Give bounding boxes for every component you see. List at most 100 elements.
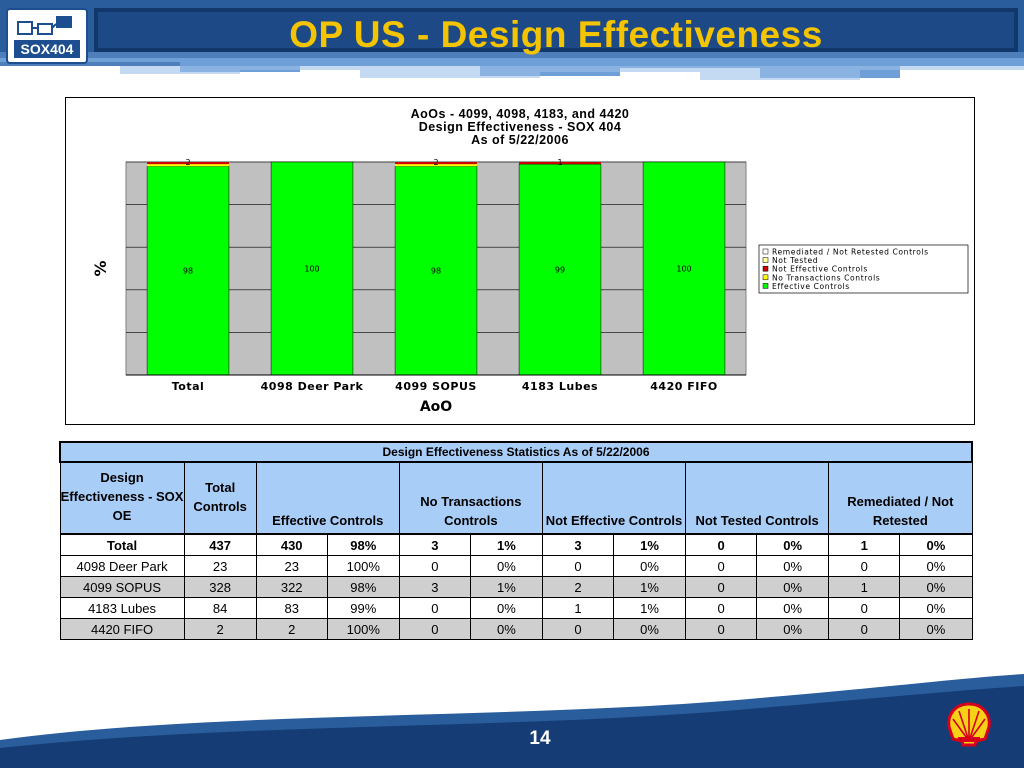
table-row: 4420 FIFO 2 2 100% 0 0% 0 0% 0 0% 0 0%	[59, 618, 973, 640]
header-aoo: Design Effectiveness - SOX OE	[59, 461, 185, 535]
bar-not-effective-controls	[147, 162, 229, 165]
x-tick-label: Total	[172, 380, 205, 393]
cell-effective-count: 430	[255, 533, 328, 556]
header-not-effective-controls: Not Effective Controls	[541, 461, 687, 535]
header-not-tested-controls: Not Tested Controls	[685, 461, 830, 535]
bar-value-label: 100	[304, 265, 319, 274]
legend-entry: No Transactions Controls	[772, 273, 880, 282]
legend-entry: Not Effective Controls	[772, 265, 868, 274]
header-no-transactions-controls: No Transactions Controls	[398, 461, 543, 535]
shell-logo-icon	[947, 702, 991, 747]
cell-no-trans-pct: 0%	[469, 618, 543, 640]
bar-value-label: 98	[431, 267, 441, 276]
cell-total-controls: 2	[183, 618, 257, 640]
bar-effective-controls	[394, 166, 478, 376]
cell-not-tested-pct: 0%	[756, 618, 830, 640]
cell-no-trans-pct: 1%	[469, 533, 543, 556]
header-total-controls: Total Controls	[183, 461, 257, 535]
table-header-row: Design Effectiveness - SOX OE Total Cont…	[59, 461, 973, 535]
bar-effective-controls	[270, 161, 354, 376]
chart-frame: AoOs - 4099, 4098, 4183, and 4420 Design…	[65, 97, 975, 425]
cell-not-tested-count: 0	[685, 597, 758, 619]
cell-total-controls: 437	[183, 533, 257, 556]
cell-not-effective-pct: 1%	[612, 597, 687, 619]
cell-not-effective-pct: 1%	[612, 533, 687, 556]
bar-effective-controls	[146, 166, 230, 376]
cell-total-controls: 328	[183, 576, 257, 598]
x-tick-label: 4099 SOPUS	[395, 380, 477, 393]
legend-entry: Effective Controls	[772, 282, 850, 291]
cell-aoo: 4183 Lubes	[59, 597, 185, 619]
cell-no-trans-count: 3	[398, 576, 471, 598]
bar-value-label: 100	[676, 265, 691, 274]
cell-remediated-count: 0	[828, 555, 901, 577]
cell-no-trans-count: 3	[398, 533, 471, 556]
chart-title-line-3: As of 5/22/2006	[471, 133, 569, 147]
cell-total-controls: 23	[183, 555, 257, 577]
bar-value-label: 98	[183, 267, 193, 276]
table-title-row: Design Effectiveness Statistics As of 5/…	[59, 441, 973, 463]
header-band	[0, 0, 1024, 80]
x-tick-label: 4098 Deer Park	[261, 380, 364, 393]
table-title: Design Effectiveness Statistics As of 5/…	[59, 441, 973, 463]
legend-entry: Not Tested	[772, 256, 818, 265]
x-tick-label: 4420 FIFO	[650, 380, 717, 393]
bar-no-transactions-controls	[395, 164, 477, 167]
table-body: Total 437 430 98% 3 1% 3 1% 0 0% 1 0% 4098 Deer Park…	[59, 533, 973, 640]
cell-not-effective-count: 0	[541, 618, 614, 640]
cell-remediated-pct: 0%	[899, 597, 973, 619]
cell-not-effective-count: 1	[541, 597, 614, 619]
cell-aoo: 4420 FIFO	[59, 618, 185, 640]
cell-not-effective-pct: 1%	[612, 576, 687, 598]
x-axis-title: AoO	[420, 399, 452, 415]
cell-not-tested-count: 0	[685, 533, 758, 556]
table-row: 4098 Deer Park 23 23 100% 0 0% 0 0% 0 0% 0 0%	[59, 555, 973, 577]
cell-remediated-pct: 0%	[899, 533, 973, 556]
bar-not-effective-controls	[519, 162, 601, 165]
cell-effective-pct: 100%	[326, 618, 400, 640]
cell-remediated-pct: 0%	[899, 618, 973, 640]
cell-not-tested-count: 0	[685, 576, 758, 598]
bar-top-label: 1	[557, 158, 562, 167]
stacked-bar-chart: 98 2 Total 100 4098 Deer Park 98 2 4099 SOPUS 99…	[91, 158, 969, 415]
cell-not-tested-pct: 0%	[756, 597, 830, 619]
cell-no-trans-count: 0	[398, 618, 471, 640]
bar-no-transactions-controls	[147, 164, 229, 167]
cell-no-trans-pct: 0%	[469, 597, 543, 619]
cell-effective-pct: 99%	[326, 597, 400, 619]
cell-not-effective-count: 0	[541, 555, 614, 577]
cell-effective-count: 83	[255, 597, 328, 619]
legend-swatch	[762, 248, 769, 255]
legend-box	[758, 244, 969, 294]
cell-remediated-count: 0	[828, 597, 901, 619]
cell-not-effective-pct: 0%	[612, 555, 687, 577]
cell-effective-count: 23	[255, 555, 328, 577]
bar-top-label: 2	[433, 158, 438, 167]
cell-remediated-count: 1	[828, 576, 901, 598]
sox404-logo: SOX404	[6, 8, 88, 64]
table-total-row: Total 437 430 98% 3 1% 3 1% 0 0% 1 0%	[59, 533, 973, 556]
cell-not-effective-count: 2	[541, 576, 614, 598]
table-row: 4099 SOPUS 328 322 98% 3 1% 2 1% 0 0% 1 0%	[59, 576, 973, 598]
cell-not-tested-count: 0	[685, 555, 758, 577]
sox404-logo-icon	[17, 16, 72, 35]
bar-value-label: 99	[555, 266, 565, 275]
cell-effective-pct: 98%	[326, 576, 400, 598]
slide-title: OP US - Design Effectiveness	[289, 14, 823, 55]
cell-not-effective-pct: 0%	[612, 618, 687, 640]
header-effective-controls: Effective Controls	[255, 461, 400, 535]
legend-swatch	[762, 283, 769, 289]
cell-effective-count: 322	[255, 576, 328, 598]
cell-effective-pct: 98%	[326, 533, 400, 556]
cell-remediated-pct: 0%	[899, 555, 973, 577]
bar-not-effective-controls	[395, 162, 477, 165]
logo-text: SOX404	[14, 40, 80, 58]
cell-remediated-count: 1	[828, 533, 901, 556]
cell-effective-count: 2	[255, 618, 328, 640]
cell-effective-pct: 100%	[326, 555, 400, 577]
cell-no-trans-count: 0	[398, 555, 471, 577]
chart-title-line-2: Design Effectiveness - SOX 404	[418, 120, 622, 134]
cell-remediated-pct: 0%	[899, 576, 973, 598]
cell-no-trans-pct: 1%	[469, 576, 543, 598]
cell-no-trans-pct: 0%	[469, 555, 543, 577]
